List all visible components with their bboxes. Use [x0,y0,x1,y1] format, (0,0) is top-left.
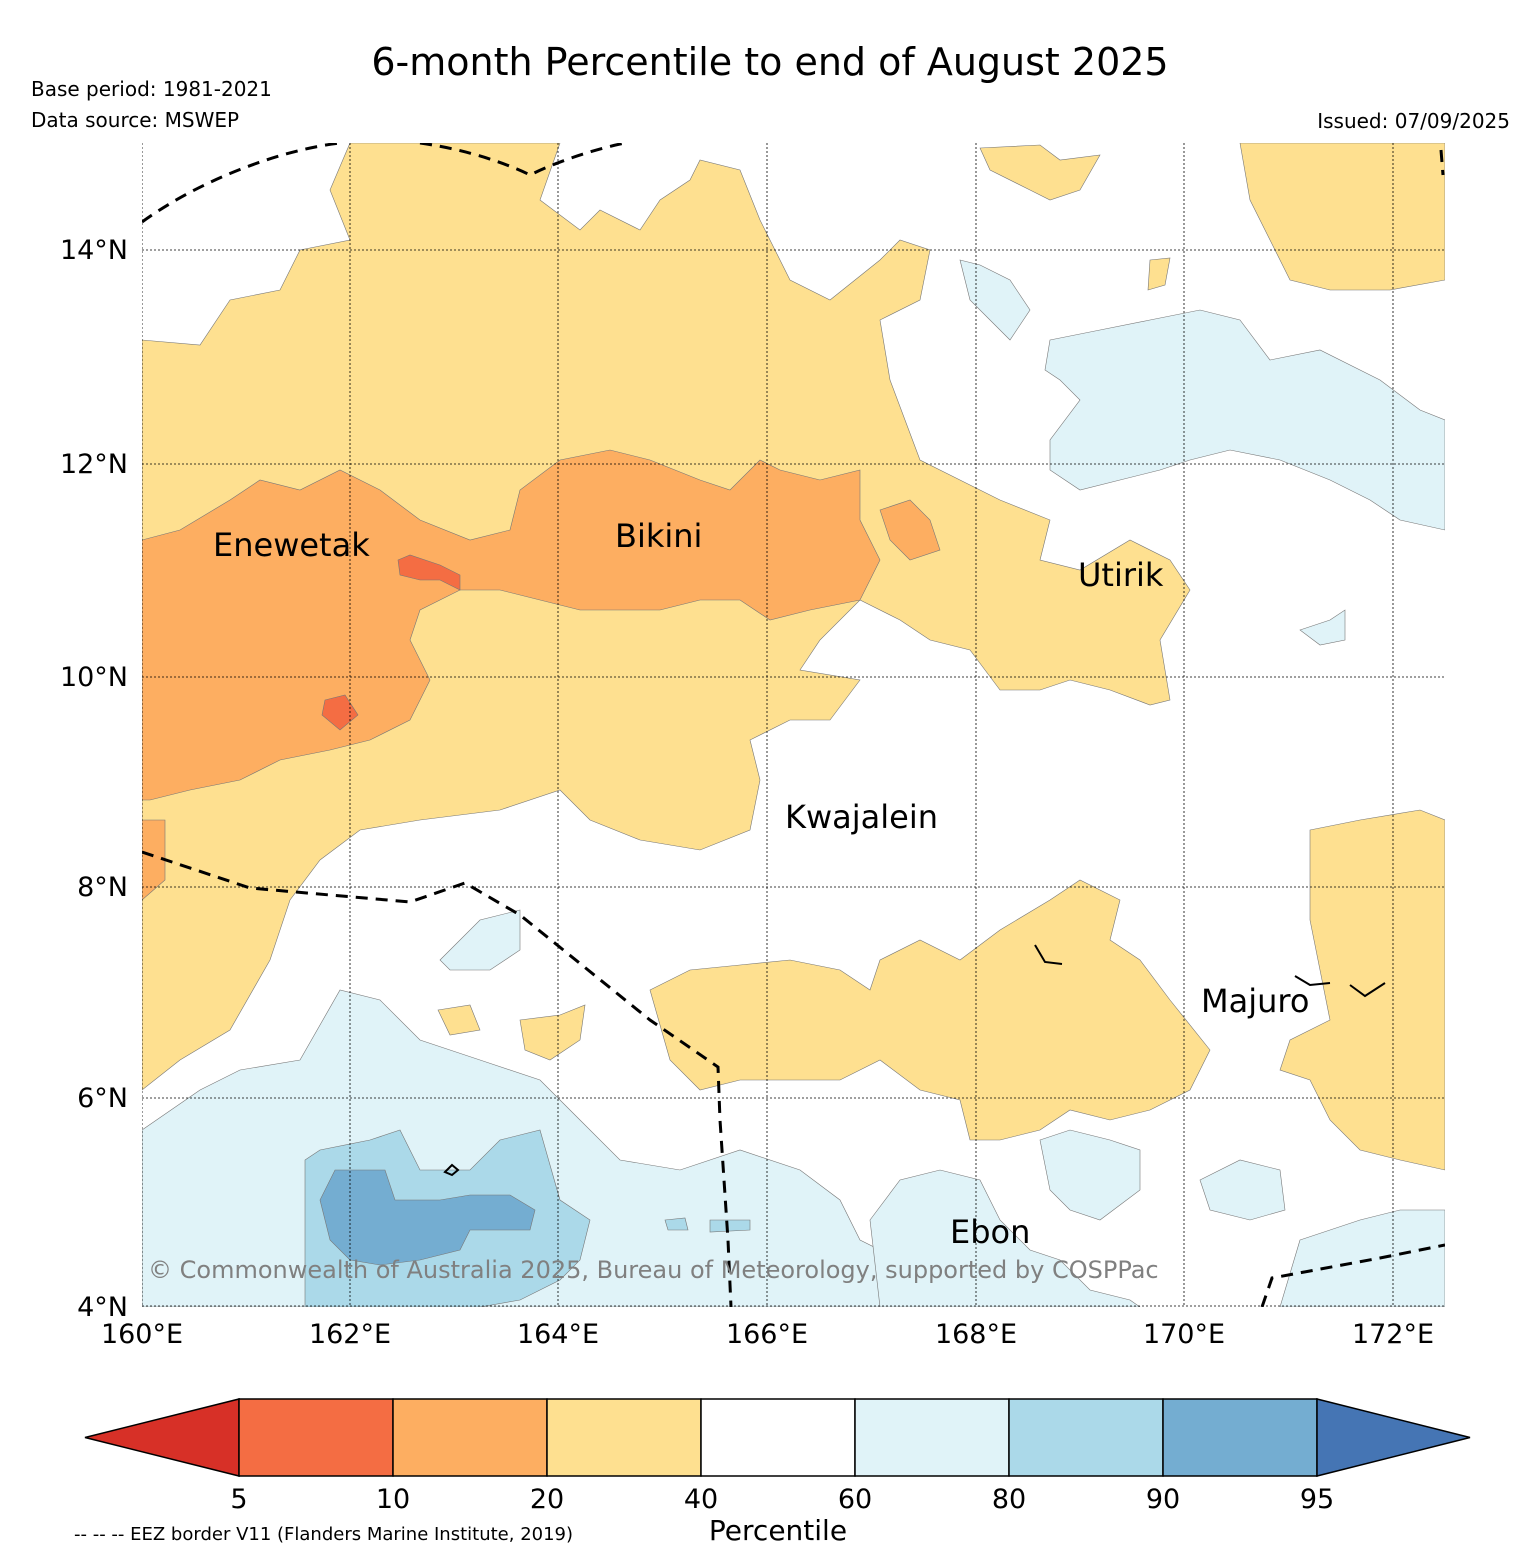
colorbar-tick-label: 80 [992,1484,1026,1515]
map-title: 6-month Percentile to end of August 2025 [371,40,1169,84]
lon-label: 166°E [726,1319,808,1350]
lat-label: 12°N [60,449,128,480]
lat-label: 14°N [60,235,128,266]
colorbar-tick-label: 60 [838,1484,872,1515]
colorbar-bin [546,1398,702,1477]
gridlines [142,143,1445,1307]
colorbar-bin [392,1398,548,1477]
colorbar-bin [1008,1398,1164,1477]
colorbar-extend-high [1316,1398,1471,1477]
place-ebon: Ebon [950,1213,1030,1251]
colorbar-label: Percentile [708,1514,848,1547]
lat-label: 4°N [77,1292,128,1323]
base-period: Base period: 1981-2021 [31,77,272,101]
lon-label: 170°E [1143,1319,1225,1350]
colorbar-tick-label: 95 [1300,1484,1334,1515]
copyright-notice: © Commonwealth of Australia 2025, Bureau… [148,1256,1159,1284]
colorbar-bin [700,1398,856,1477]
lat-label: 10°N [60,662,128,693]
colorbar-tick-label: 40 [684,1484,718,1515]
lon-label: 160°E [101,1319,183,1350]
percentile-map: 14°N 12°N 10°N 8°N 6°N 4°N 160°E 162°E 1… [60,143,1445,1350]
region-20-40 [142,143,1445,1307]
colorbar-bin [854,1398,1010,1477]
eez-borders [142,143,1445,1307]
lon-label: 164°E [517,1319,599,1350]
colorbar-extend-low [84,1398,240,1477]
region-5-10 [321,554,461,731]
lon-label: 172°E [1352,1319,1434,1350]
lat-label: 8°N [77,872,128,903]
lat-label: 6°N [77,1083,128,1114]
place-kwajalein: Kwajalein [785,798,938,836]
colorbar-tick-label: 90 [1146,1484,1180,1515]
lon-label: 162°E [309,1319,391,1350]
data-source: Data source: MSWEP [31,108,240,132]
colorbar-tick-label: 5 [230,1484,247,1515]
colorbar-bin [238,1398,394,1477]
place-enewetak: Enewetak [213,526,370,564]
island-outlines [443,944,1386,1177]
region-90-95 [319,1169,536,1266]
eez-note: -- -- -- EEZ border V11 (Flanders Marine… [74,1524,574,1545]
place-utirik: Utirik [1078,556,1164,594]
place-bikini: Bikini [615,517,702,555]
issued-date: Issued: 07/09/2025 [1317,109,1510,133]
colorbar-tick-label: 20 [530,1484,564,1515]
lon-label: 168°E [935,1319,1017,1350]
place-majuro: Majuro [1201,982,1309,1020]
colorbar-bin [1162,1398,1318,1477]
colorbar-tick-label: 10 [376,1484,410,1515]
